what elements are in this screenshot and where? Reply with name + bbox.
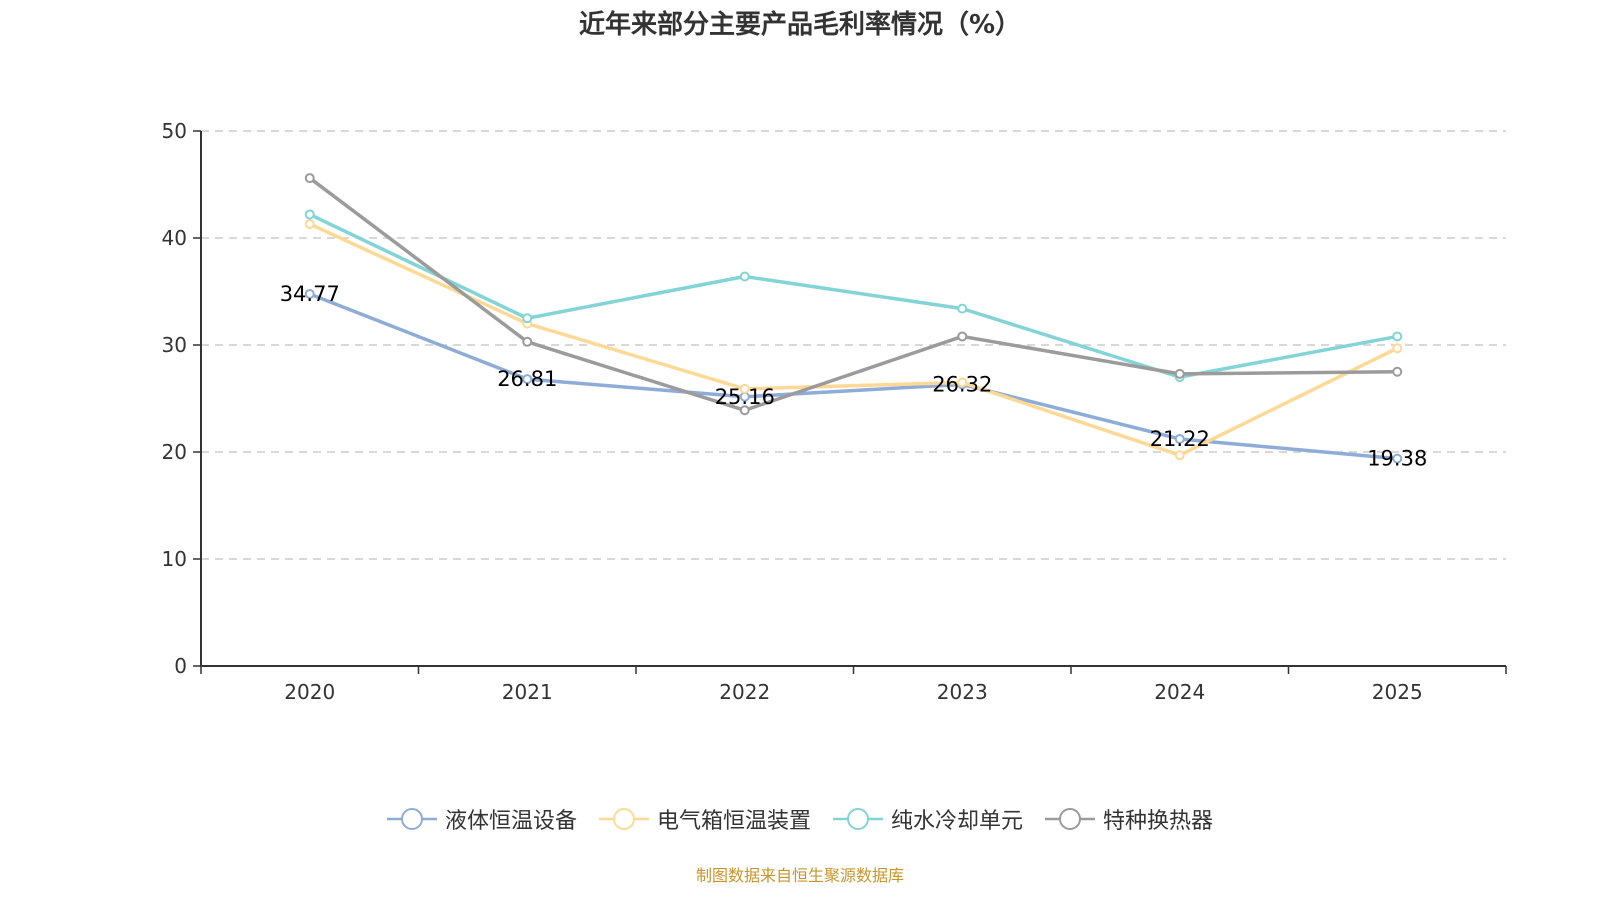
data-point — [1392, 343, 1403, 354]
y-tick-label: 40 — [162, 226, 187, 250]
data-labels: 34.77 26.81 25.16 26.32 21.22 19.38 — [280, 282, 1428, 471]
legend-item[interactable]: 液体恒温设备 — [386, 803, 577, 835]
data-point — [957, 377, 968, 388]
legend: 液体恒温设备 电气箱恒温装置 纯水冷却单元 特种换热器 — [0, 803, 1600, 835]
data-label: 26.81 — [497, 367, 557, 391]
series-line — [309, 222, 1399, 457]
series-group — [304, 173, 1403, 464]
series-3 — [304, 173, 1403, 416]
series-0 — [304, 288, 1403, 464]
legend-line-circle-icon — [386, 808, 437, 830]
data-point — [522, 336, 533, 347]
y-tick-label: 0 — [174, 654, 187, 678]
x-tick-label: 2025 — [1372, 680, 1423, 704]
grid-lines — [201, 130, 1506, 560]
x-tick-label: 2022 — [719, 680, 770, 704]
data-point — [957, 303, 968, 314]
data-point — [1392, 453, 1403, 464]
legend-item[interactable]: 纯水冷却单元 — [833, 803, 1023, 835]
data-label: 26.32 — [932, 372, 992, 396]
series-line — [309, 292, 1398, 461]
series-line — [308, 176, 1398, 413]
data-point — [304, 173, 315, 184]
data-point — [739, 271, 750, 282]
data-point — [304, 219, 315, 230]
chart-title: 近年来部分主要产品毛利率情况（%） — [578, 10, 1022, 40]
y-tick-label: 50 — [162, 119, 187, 143]
x-tick-label: 2024 — [1154, 680, 1205, 704]
x-tick-label: 2023 — [937, 680, 988, 704]
data-point — [1174, 433, 1185, 444]
legend-item[interactable]: 特种换热器 — [1045, 803, 1213, 835]
y-tick-label: 20 — [162, 440, 187, 464]
axes: 0 10 20 30 40 50 2020 2021 2022 2023 2024 2025 — [162, 119, 1507, 704]
data-point — [1174, 368, 1185, 379]
x-tick-label: 2021 — [502, 680, 553, 704]
data-point — [1392, 366, 1403, 377]
data-point — [304, 288, 315, 299]
data-label: 25.16 — [715, 385, 775, 409]
data-point — [522, 313, 533, 324]
data-point — [304, 209, 315, 220]
legend-line-circle-icon — [1045, 808, 1096, 830]
data-label: 19.38 — [1367, 447, 1427, 471]
legend-line-circle-icon — [598, 808, 649, 830]
data-label: 34.77 — [280, 282, 340, 306]
legend-label: 液体恒温设备 — [444, 809, 577, 834]
data-point — [739, 383, 750, 394]
legend-label: 特种换热器 — [1103, 809, 1214, 834]
series-line — [308, 212, 1398, 379]
data-point — [1174, 450, 1185, 461]
legend-line-circle-icon — [833, 808, 883, 830]
data-point — [1392, 331, 1403, 342]
source-note: 制图数据来自恒生聚源数据库 — [695, 866, 904, 885]
data-point — [522, 374, 533, 385]
data-point — [739, 405, 750, 416]
y-tick-label: 10 — [162, 547, 187, 571]
legend-label: 纯水冷却单元 — [891, 809, 1024, 834]
legend-label: 电气箱恒温装置 — [656, 809, 811, 834]
data-point — [957, 331, 968, 342]
y-tick-label: 30 — [162, 333, 187, 357]
series-1 — [304, 219, 1403, 461]
legend-item[interactable]: 电气箱恒温装置 — [598, 803, 811, 835]
x-tick-label: 2020 — [284, 680, 335, 704]
data-label: 21.22 — [1150, 427, 1210, 451]
